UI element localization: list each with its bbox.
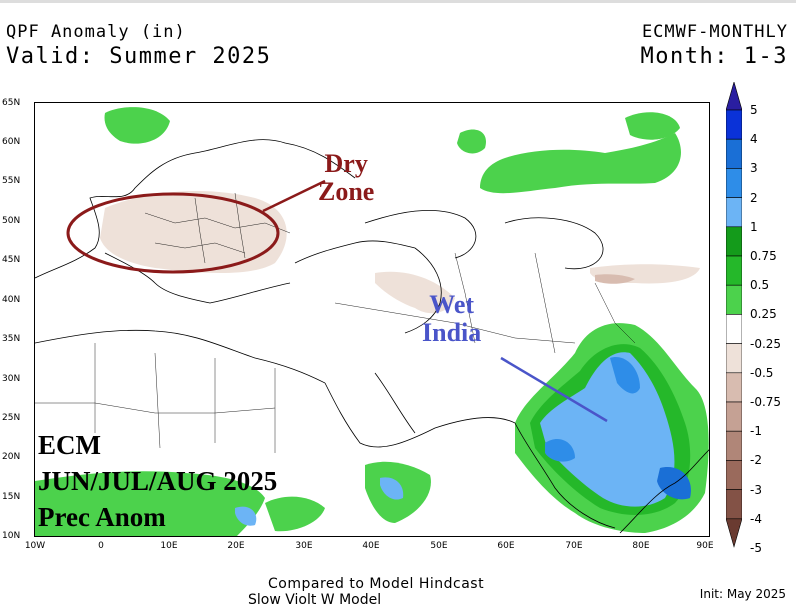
source-note: Slow Violt W Model <box>248 592 382 608</box>
wet-anomaly-india-dark <box>610 357 640 394</box>
colorbar-top-arrow <box>726 82 742 111</box>
window-top-edge <box>0 0 796 3</box>
contours <box>364 209 604 270</box>
colorbar-label: -4 <box>750 511 762 526</box>
lat-label: 35N <box>2 334 21 344</box>
wet-anomaly-sahel <box>265 496 325 532</box>
dry-zone-label: Dry Zone <box>318 150 374 206</box>
anomaly-map <box>35 107 709 536</box>
colorbar-cell <box>726 460 742 490</box>
colorbar-cell <box>726 197 742 228</box>
colorbar-cell <box>726 255 742 286</box>
colorbar-cell <box>726 372 742 403</box>
lon-label: 90E <box>696 541 714 551</box>
colorbar-label: 0.25 <box>750 307 777 322</box>
lat-label: 10N <box>2 531 21 541</box>
dry-zone-ellipse <box>66 192 280 274</box>
wet-anomaly-siberia <box>480 133 681 194</box>
dry-zone-pointer <box>262 179 326 213</box>
lat-label: 40N <box>2 295 21 305</box>
model-name: ECMWF-MONTHLY <box>641 22 788 42</box>
lat-label: 65N <box>2 98 21 108</box>
colorbar-label: -2 <box>750 453 762 468</box>
colorbar-label: -0.5 <box>750 365 774 380</box>
wet-label-line2: India <box>422 318 482 347</box>
lat-label: 20N <box>2 452 21 462</box>
colorbar-label: 4 <box>750 132 758 147</box>
overlay-line3: Prec Anom <box>38 502 166 532</box>
colorbar-cell <box>726 401 742 432</box>
colorbar-label: -5 <box>750 541 762 555</box>
lon-label: 20E <box>227 541 245 551</box>
month-range: Month: 1-3 <box>640 44 788 69</box>
lon-label: 10W <box>24 541 46 551</box>
lon-label: 40E <box>362 541 380 551</box>
dry-label-line1: Dry <box>324 149 368 178</box>
colorbar-label: 2 <box>750 190 758 205</box>
lat-label: 15N <box>2 492 21 502</box>
chart-title: QPF Anomaly (in) <box>6 22 186 42</box>
wet-anomaly-west-india <box>545 438 575 462</box>
colorbar-cell <box>726 314 742 344</box>
lat-label: 50N <box>2 216 21 226</box>
colorbar-label: -1 <box>750 424 762 439</box>
colorbar-cell <box>726 489 742 520</box>
wet-anomaly-ethiopia <box>380 477 404 500</box>
lon-label: 60E <box>497 541 515 551</box>
colorbar-cell <box>726 430 742 461</box>
colorbar-label: -0.25 <box>750 336 782 351</box>
init-date: Init: May 2025 <box>699 587 786 601</box>
overlay-line1: ECM <box>38 430 101 460</box>
colorbar-label: 3 <box>750 161 758 176</box>
lon-label: 70E <box>565 541 583 551</box>
wet-label-line1: Wet <box>429 290 475 319</box>
hindcast-note: Compared to Model Hindcast <box>268 576 485 592</box>
colorbar-cell <box>726 343 742 374</box>
wet-anomaly-mongolia <box>457 129 486 154</box>
dry-label-line2: Zone <box>318 177 375 206</box>
colorbar-cell <box>726 138 742 169</box>
lat-label: 60N <box>2 137 21 147</box>
lon-label: 30E <box>295 541 313 551</box>
colorbar <box>726 82 742 548</box>
colorbar-cell <box>726 109 742 140</box>
wet-india-pointer <box>500 356 608 423</box>
lat-label: 55N <box>2 176 21 186</box>
wet-anomaly-africa-w <box>35 471 265 536</box>
colorbar-label: -3 <box>750 482 762 497</box>
lon-label: 80E <box>632 541 650 551</box>
lon-label: 0 <box>98 541 104 551</box>
colorbar-bottom-arrow <box>726 518 742 548</box>
lat-label: 30N <box>2 374 21 384</box>
lat-label: 45N <box>2 255 21 265</box>
lon-label: 50E <box>430 541 448 551</box>
wet-anomaly-arctic <box>104 107 170 144</box>
colorbar-cell <box>726 226 742 257</box>
dry-anomaly-core <box>595 274 635 284</box>
colorbar-label: 5 <box>750 103 758 117</box>
dry-anomaly-central-asia <box>375 271 455 314</box>
colorbar-label: 1 <box>750 219 758 234</box>
colorbar-label: -0.75 <box>750 395 782 409</box>
lat-label: 25N <box>2 413 21 423</box>
lon-label: 10E <box>160 541 178 551</box>
valid-period: Valid: Summer 2025 <box>6 44 272 69</box>
wet-anomaly-siberia-n <box>625 112 680 140</box>
colorbar-label: 0.75 <box>750 249 777 263</box>
overlay-line2: JUN/JUL/AUG 2025 <box>38 466 278 496</box>
wet-anomaly-india-core <box>540 352 675 507</box>
colorbar-cell <box>726 284 742 315</box>
dry-anomaly-europe <box>100 190 287 273</box>
map-panel <box>34 102 710 537</box>
colorbar-cell <box>726 168 742 198</box>
wet-india-label: Wet India <box>422 291 481 347</box>
coastlines <box>35 139 709 534</box>
wet-anomaly-sudan <box>235 506 257 526</box>
country-borders <box>35 192 636 453</box>
colorbar-label: 0.5 <box>750 278 770 293</box>
